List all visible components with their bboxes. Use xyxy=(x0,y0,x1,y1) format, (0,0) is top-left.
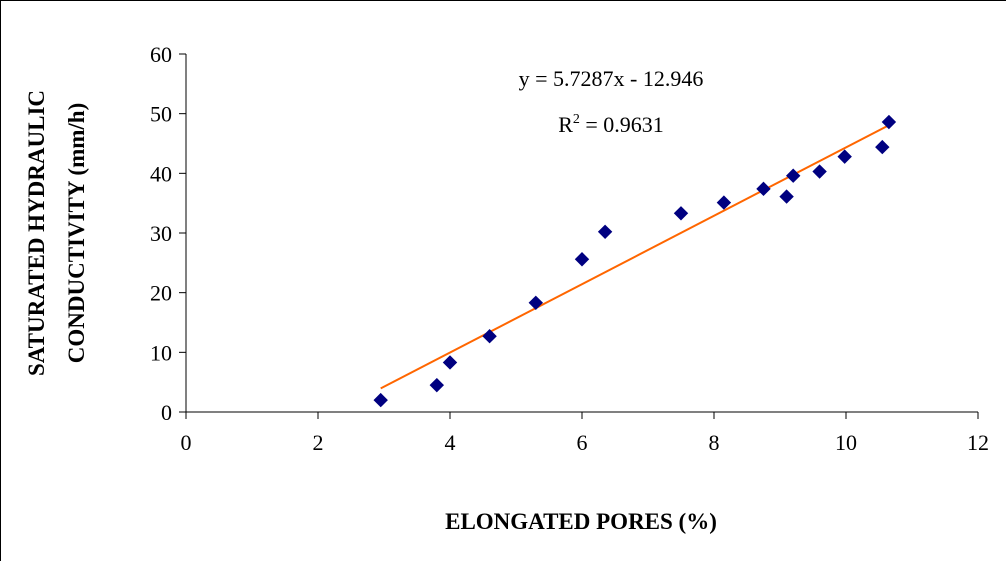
x-tick-label: 2 xyxy=(313,430,324,455)
r2-prefix: R xyxy=(558,112,573,137)
data-point xyxy=(574,252,590,267)
trendline-group xyxy=(380,124,890,390)
data-point xyxy=(442,355,458,370)
data-point xyxy=(373,392,388,408)
data-point xyxy=(597,224,613,240)
data-point xyxy=(716,195,732,210)
y-tick-labels: 0 10 20 30 40 50 60 xyxy=(150,42,186,425)
x-tick-label: 10 xyxy=(835,430,857,455)
data-point xyxy=(528,295,544,311)
data-point xyxy=(756,181,771,197)
y-axis-title: SATURATED HYDRAULIC CONDUCTIVITY (mm/h) xyxy=(24,90,89,376)
data-point xyxy=(881,114,897,130)
data-points xyxy=(373,114,897,408)
y-tick-label: 30 xyxy=(150,221,172,246)
x-tick-label: 12 xyxy=(967,430,989,455)
r2-suffix: = 0.9631 xyxy=(580,112,664,137)
data-point xyxy=(673,206,689,221)
axes xyxy=(185,54,978,413)
y-tick-label: 20 xyxy=(150,281,172,306)
y-axis-title-line-2: CONDUCTIVITY (mm/h) xyxy=(64,103,89,363)
trendline xyxy=(380,124,890,390)
data-point xyxy=(429,377,445,393)
trendline-equation: y = 5.7287x - 12.946 xyxy=(519,66,704,91)
data-point xyxy=(837,149,852,164)
x-tick-labels: 0 2 4 6 8 10 12 xyxy=(181,412,989,455)
r-squared-label: R2 = 0.9631 xyxy=(558,112,664,137)
x-tick-label: 0 xyxy=(181,430,192,455)
x-tick-label: 6 xyxy=(577,430,588,455)
y-tick-label: 10 xyxy=(150,340,172,365)
data-point xyxy=(812,164,827,179)
data-point xyxy=(875,139,890,155)
y-tick-label: 0 xyxy=(161,400,172,425)
x-axis-title: ELONGATED PORES (%) xyxy=(445,509,717,534)
data-point xyxy=(482,329,497,344)
data-point xyxy=(785,168,801,183)
x-tick-label: 4 xyxy=(445,430,456,455)
x-tick-label: 8 xyxy=(709,430,720,455)
data-point xyxy=(779,189,794,204)
y-axis-title-line-1: SATURATED HYDRAULIC xyxy=(24,90,49,376)
y-tick-label: 40 xyxy=(150,161,172,186)
y-tick-label: 50 xyxy=(150,102,172,127)
y-tick-label: 60 xyxy=(150,42,172,67)
r2-exponent: 2 xyxy=(573,112,580,127)
